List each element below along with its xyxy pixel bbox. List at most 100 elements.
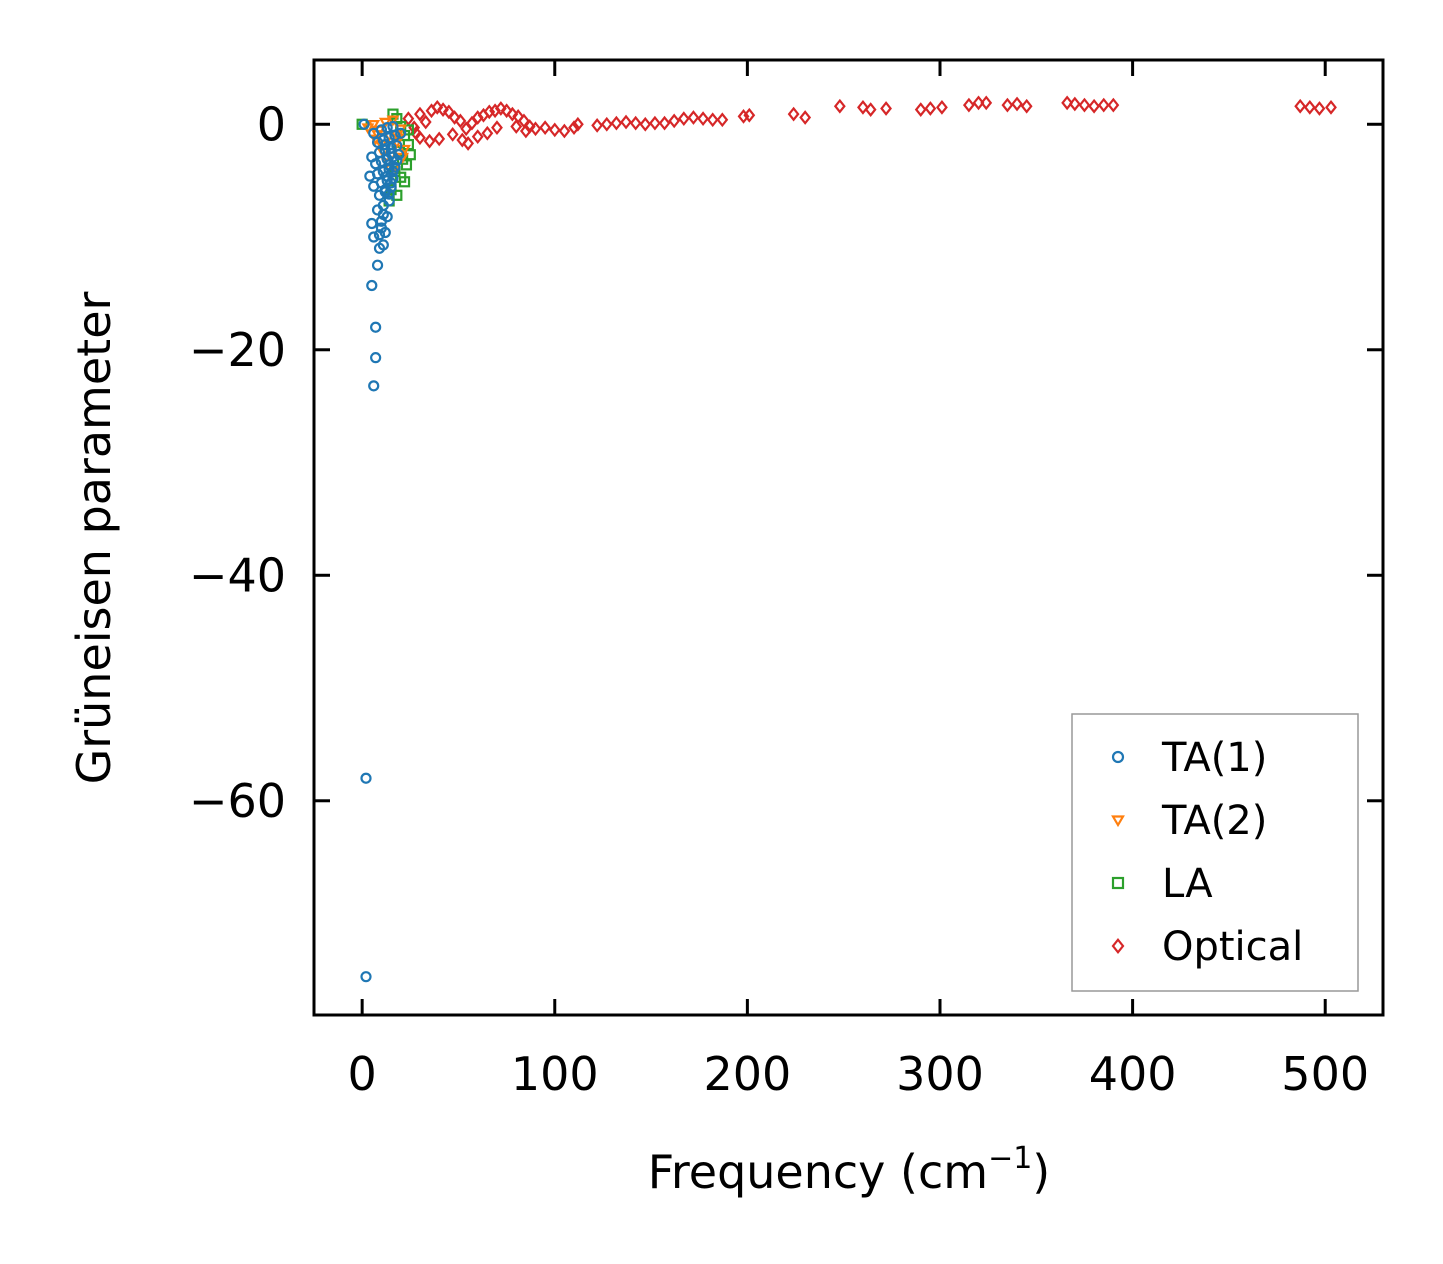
point-optical-73 (456, 132, 469, 148)
legend-items: TA(1) TA(2) LA Optical (1111, 735, 1303, 970)
point-optical-78 (510, 119, 523, 134)
point-ta-1--49 (358, 118, 370, 130)
point-ta-1--3 (370, 352, 382, 364)
x-tick-label-100: 100 (511, 1047, 599, 1101)
point-ta-1--60 (375, 222, 388, 234)
point-optical-71 (433, 131, 446, 147)
point-ta-1--26 (371, 168, 384, 180)
point-optical-28 (591, 118, 604, 133)
point-optical-40 (706, 112, 719, 128)
x-tick-label-0: 0 (348, 1047, 377, 1101)
point-optical-79 (519, 123, 532, 139)
point-optical-65 (1294, 98, 1307, 114)
point-optical-35 (658, 115, 671, 131)
point-ta-1--5 (366, 279, 378, 292)
point-optical-12 (471, 110, 484, 125)
point-ta-1--8 (377, 239, 389, 251)
point-optical-3 (419, 114, 432, 130)
point-optical-66 (1303, 99, 1316, 115)
point-optical-51 (924, 101, 937, 116)
point-optical-76 (481, 125, 494, 141)
legend-label-ta-2: TA(2) (1161, 798, 1267, 844)
point-ta-1--0 (360, 772, 372, 784)
legend: TA(1) TA(2) LA Optical (1071, 713, 1359, 992)
point-optical-69 (414, 130, 426, 146)
point-optical-39 (697, 111, 709, 127)
point-optical-63 (1097, 97, 1110, 113)
point-optical-44 (787, 106, 800, 122)
point-optical-37 (677, 111, 690, 127)
point-optical-8 (448, 110, 461, 125)
point-optical-47 (857, 99, 869, 115)
point-ta-1--2 (368, 380, 380, 392)
point-optical-17 (500, 103, 513, 119)
point-optical-45 (799, 110, 812, 125)
point-optical-67 (1313, 101, 1326, 116)
point-optical-30 (610, 115, 623, 131)
point-optical-56 (1001, 97, 1014, 113)
y-tick-label--40: −40 (189, 548, 286, 602)
point-ta-1--51 (385, 147, 397, 160)
data-points-layer (356, 95, 1337, 983)
x-tick-label-200: 200 (703, 1047, 791, 1101)
point-optical-77 (491, 120, 503, 136)
y-tick-label--60: −60 (189, 774, 286, 828)
point-optical-75 (471, 129, 484, 145)
point-optical-38 (687, 110, 700, 125)
point-optical-61 (1078, 97, 1091, 113)
x-tick-label-500: 500 (1281, 1047, 1369, 1101)
point-optical-34 (649, 115, 661, 131)
x-axis-label-superscript: −1 (988, 1141, 1032, 1176)
point-optical-62 (1088, 98, 1100, 114)
point-ta-1--48 (387, 120, 399, 133)
x-tick-label-400: 400 (1089, 1047, 1177, 1101)
point-optical-41 (716, 112, 729, 128)
point-ta-1--39 (391, 140, 403, 152)
point-ta-1--36 (373, 146, 386, 159)
legend-label-la: LA (1162, 861, 1213, 907)
point-ta-1--59 (377, 208, 389, 221)
point-ta-2--8 (398, 144, 411, 156)
point-ta-1--56 (385, 177, 397, 189)
point-optical-54 (972, 95, 985, 111)
legend-marker-optical (1111, 937, 1125, 955)
point-ta-1--10 (373, 229, 386, 241)
x-axis-label-end: ) (1032, 1145, 1050, 1199)
point-ta-1--50 (379, 138, 391, 151)
point-optical-60 (1068, 96, 1081, 112)
point-ta-1--9 (368, 231, 380, 243)
point-optical-32 (629, 115, 642, 131)
point-ta-2--1 (367, 120, 381, 131)
point-optical-24 (548, 122, 561, 138)
point-optical-49 (880, 101, 892, 116)
point-optical-59 (1061, 95, 1074, 111)
y-tick-label--20: −20 (189, 323, 286, 377)
point-optical-70 (423, 133, 436, 149)
point-ta-1--44 (395, 127, 407, 139)
plot-frame (312, 58, 1385, 1017)
point-optical-0 (402, 111, 415, 127)
point-optical-9 (454, 113, 467, 129)
x-axis-label: Frequency (cm−1) (648, 1141, 1051, 1199)
point-optical-26 (568, 120, 580, 136)
point-optical-64 (1107, 97, 1120, 113)
point-optical-31 (620, 114, 632, 130)
point-optical-58 (1020, 98, 1033, 114)
point-optical-68 (1325, 99, 1337, 115)
point-ta-1--4 (370, 321, 382, 333)
legend-label-optical: Optical (1162, 924, 1303, 970)
point-ta-1--1 (360, 971, 372, 983)
point-optical-50 (914, 102, 927, 117)
point-optical-6 (437, 102, 449, 117)
point-ta-2--5 (386, 115, 400, 127)
legend-box (1071, 713, 1359, 992)
point-optical-43 (743, 107, 756, 123)
point-optical-29 (600, 116, 613, 132)
point-optical-5 (431, 99, 444, 115)
point-optical-72 (446, 127, 459, 142)
point-optical-48 (864, 102, 877, 117)
point-optical-27 (571, 116, 584, 132)
legend-marker-ta-1 (1111, 750, 1125, 764)
